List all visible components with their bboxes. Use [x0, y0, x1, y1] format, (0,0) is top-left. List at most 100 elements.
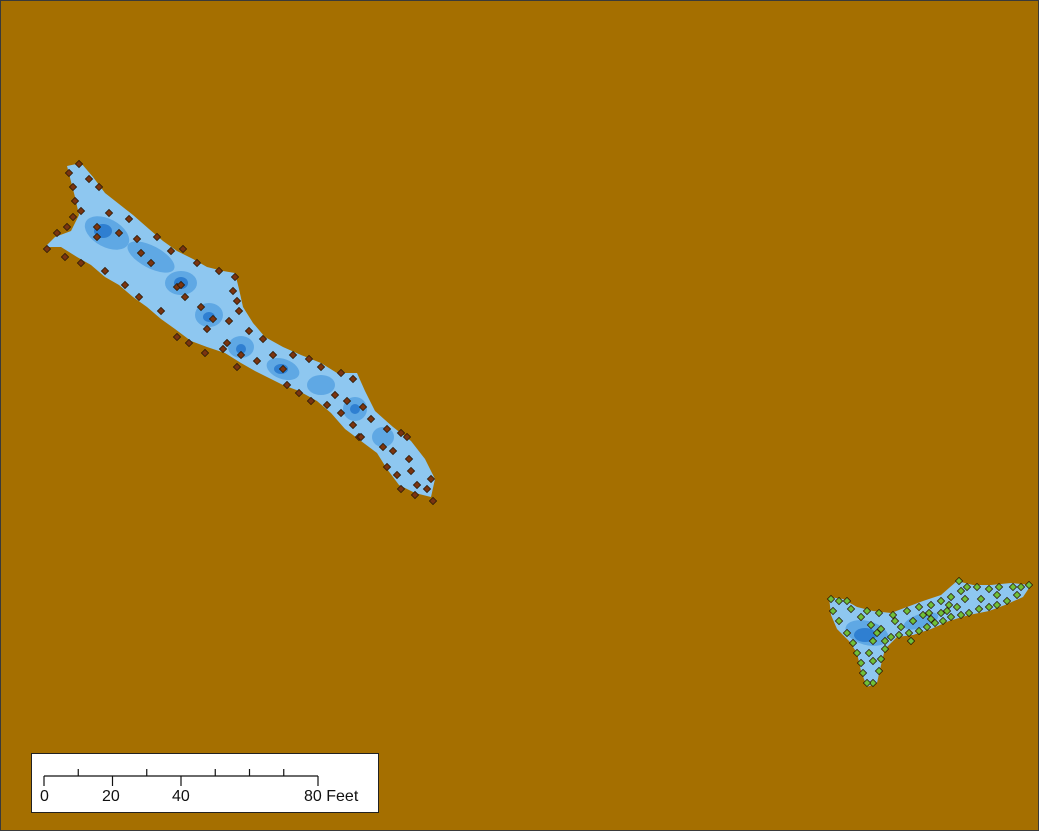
survey-point-marker[interactable] [846, 604, 856, 614]
survey-point-marker[interactable] [68, 212, 78, 222]
survey-point-marker[interactable] [282, 380, 292, 390]
survey-point-marker[interactable] [222, 338, 232, 348]
survey-point-marker[interactable] [234, 306, 244, 316]
survey-point-marker[interactable] [336, 408, 346, 418]
survey-point-marker[interactable] [894, 630, 904, 640]
survey-point-marker[interactable] [946, 592, 956, 602]
survey-point-marker[interactable] [156, 306, 166, 316]
survey-point-marker[interactable] [868, 636, 878, 646]
survey-point-marker[interactable] [244, 326, 254, 336]
survey-point-marker[interactable] [428, 496, 438, 506]
survey-point-marker[interactable] [208, 314, 218, 324]
survey-point-marker[interactable] [120, 280, 130, 290]
survey-point-marker[interactable] [288, 350, 298, 360]
survey-point-marker[interactable] [178, 244, 188, 254]
survey-point-marker[interactable] [406, 466, 416, 476]
survey-point-marker[interactable] [402, 432, 412, 442]
survey-point-marker[interactable] [984, 584, 994, 594]
survey-point-marker[interactable] [922, 622, 932, 632]
survey-point-marker[interactable] [232, 296, 242, 306]
survey-point-marker[interactable] [914, 602, 924, 612]
survey-point-marker[interactable] [92, 222, 102, 232]
survey-point-marker[interactable] [268, 350, 278, 360]
survey-point-marker[interactable] [336, 368, 346, 378]
survey-point-marker[interactable] [396, 484, 406, 494]
survey-point-marker[interactable] [232, 362, 242, 372]
survey-point-marker[interactable] [62, 222, 72, 232]
survey-point-marker[interactable] [412, 480, 422, 490]
survey-point-marker[interactable] [856, 612, 866, 622]
survey-point-marker[interactable] [192, 258, 202, 268]
survey-point-marker[interactable] [146, 258, 156, 268]
survey-point-marker[interactable] [348, 420, 358, 430]
survey-point-marker[interactable] [866, 620, 876, 630]
survey-point-marker[interactable] [304, 354, 314, 364]
survey-point-marker[interactable] [826, 594, 836, 604]
survey-point-marker[interactable] [134, 292, 144, 302]
survey-point-marker[interactable] [976, 594, 986, 604]
survey-point-marker[interactable] [426, 474, 436, 484]
survey-point-marker[interactable] [132, 234, 142, 244]
survey-point-marker[interactable] [862, 606, 872, 616]
survey-point-marker[interactable] [392, 470, 402, 480]
survey-point-marker[interactable] [926, 614, 936, 624]
survey-point-marker[interactable] [888, 610, 898, 620]
survey-point-marker[interactable] [828, 606, 838, 616]
survey-point-marker[interactable] [214, 266, 224, 276]
survey-point-marker[interactable] [902, 606, 912, 616]
survey-point-marker[interactable] [874, 608, 884, 618]
survey-point-marker[interactable] [202, 324, 212, 334]
survey-point-marker[interactable] [880, 636, 890, 646]
survey-point-marker[interactable] [52, 228, 62, 238]
survey-point-marker[interactable] [944, 600, 954, 610]
survey-point-marker[interactable] [896, 622, 906, 632]
survey-point-marker[interactable] [956, 610, 966, 620]
survey-point-marker[interactable] [114, 228, 124, 238]
survey-point-marker[interactable] [152, 232, 162, 242]
survey-point-marker[interactable] [960, 594, 970, 604]
survey-point-marker[interactable] [42, 244, 52, 254]
survey-point-marker[interactable] [184, 338, 194, 348]
survey-point-marker[interactable] [92, 232, 102, 242]
survey-point-marker[interactable] [886, 632, 896, 642]
survey-point-marker[interactable] [974, 604, 984, 614]
survey-point-marker[interactable] [956, 586, 966, 596]
survey-point-marker[interactable] [904, 628, 914, 638]
survey-point-marker[interactable] [422, 484, 432, 494]
survey-point-marker[interactable] [924, 608, 934, 618]
survey-point-marker[interactable] [124, 214, 134, 224]
survey-point-marker[interactable] [258, 334, 268, 344]
survey-point-marker[interactable] [84, 174, 94, 184]
survey-point-marker[interactable] [252, 356, 262, 366]
survey-point-marker[interactable] [382, 424, 392, 434]
survey-point-marker[interactable] [356, 432, 366, 442]
survey-point-marker[interactable] [236, 350, 246, 360]
survey-point-marker[interactable] [936, 596, 946, 606]
survey-point-marker[interactable] [76, 258, 86, 268]
survey-point-marker[interactable] [404, 454, 414, 464]
survey-point-marker[interactable] [964, 608, 974, 618]
survey-point-marker[interactable] [952, 602, 962, 612]
survey-point-marker[interactable] [994, 582, 1004, 592]
survey-point-marker[interactable] [856, 658, 866, 668]
survey-point-marker[interactable] [914, 626, 924, 636]
survey-point-marker[interactable] [834, 616, 844, 626]
survey-point-marker[interactable] [834, 596, 844, 606]
survey-point-marker[interactable] [60, 252, 70, 262]
survey-point-marker[interactable] [330, 390, 340, 400]
survey-point-marker[interactable] [196, 302, 206, 312]
survey-point-marker[interactable] [294, 388, 304, 398]
survey-point-marker[interactable] [858, 668, 868, 678]
survey-point-marker[interactable] [876, 654, 886, 664]
survey-point-marker[interactable] [972, 582, 982, 592]
survey-point-marker[interactable] [278, 364, 288, 374]
survey-point-marker[interactable] [936, 608, 946, 618]
survey-point-marker[interactable] [992, 590, 1002, 600]
survey-point-marker[interactable] [166, 246, 176, 256]
survey-point-marker[interactable] [1024, 580, 1034, 590]
survey-point-marker[interactable] [228, 286, 238, 296]
survey-point-marker[interactable] [94, 182, 104, 192]
survey-point-marker[interactable] [74, 159, 84, 169]
survey-point-marker[interactable] [342, 396, 352, 406]
